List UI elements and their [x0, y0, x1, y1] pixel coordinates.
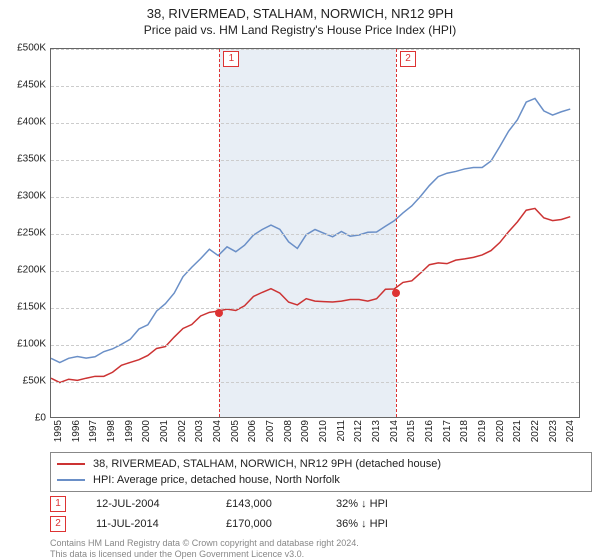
footer-line: Contains HM Land Registry data © Crown c…: [50, 538, 359, 549]
x-axis-tick: 2023: [548, 420, 559, 442]
gridline: [51, 345, 579, 346]
x-axis-tick: 2016: [424, 420, 435, 442]
y-axis-tick: £100K: [17, 339, 46, 350]
y-axis-tick: £500K: [17, 43, 46, 54]
x-axis-tick: 2006: [247, 420, 258, 442]
x-axis-tick: 2015: [406, 420, 417, 442]
x-axis-tick: 2011: [336, 420, 347, 442]
chart-title: 38, RIVERMEAD, STALHAM, NORWICH, NR12 9P…: [0, 6, 600, 21]
legend-swatch: [57, 479, 85, 481]
legend-label: HPI: Average price, detached house, Nort…: [93, 474, 340, 486]
x-axis-tick: 2004: [212, 420, 223, 442]
x-axis-tick: 2020: [495, 420, 506, 442]
x-axis-tick: 2019: [477, 420, 488, 442]
price-point-dot: [215, 309, 223, 317]
x-axis-tick: 2021: [512, 420, 523, 442]
x-axis-tick: 2008: [283, 420, 294, 442]
plot-region: 12: [50, 48, 580, 418]
sale-marker-icon: 2: [50, 516, 66, 532]
x-axis-tick: 2018: [459, 420, 470, 442]
sale-hpi-diff: 32% ↓ HPI: [336, 498, 456, 510]
sale-date: 12-JUL-2004: [96, 498, 226, 510]
x-axis-tick: 2001: [159, 420, 170, 442]
legend-item: HPI: Average price, detached house, Nort…: [57, 472, 585, 488]
y-axis-tick: £200K: [17, 265, 46, 276]
legend-box: 38, RIVERMEAD, STALHAM, NORWICH, NR12 9P…: [50, 452, 592, 492]
sale-hpi-diff: 36% ↓ HPI: [336, 518, 456, 530]
y-axis-tick: £150K: [17, 302, 46, 313]
gridline: [51, 123, 579, 124]
x-axis-tick: 2009: [300, 420, 311, 442]
x-axis-tick: 1999: [124, 420, 135, 442]
x-axis-tick: 2002: [177, 420, 188, 442]
chart-title-block: 38, RIVERMEAD, STALHAM, NORWICH, NR12 9P…: [0, 0, 600, 39]
x-axis-tick: 1997: [88, 420, 99, 442]
gridline: [51, 234, 579, 235]
y-axis-tick: £0: [35, 413, 46, 424]
x-axis-tick: 2024: [565, 420, 576, 442]
gridline: [51, 49, 579, 50]
x-axis-tick: 2010: [318, 420, 329, 442]
chart-subtitle: Price paid vs. HM Land Registry's House …: [0, 23, 600, 37]
x-axis-tick: 2005: [230, 420, 241, 442]
legend-swatch: [57, 463, 85, 465]
x-axis-tick: 2013: [371, 420, 382, 442]
sale-date: 11-JUL-2014: [96, 518, 226, 530]
chart-area: 12 £0£50K£100K£150K£200K£250K£300K£350K£…: [50, 48, 580, 418]
gridline: [51, 197, 579, 198]
y-axis-tick: £50K: [23, 376, 46, 387]
legend-item: 38, RIVERMEAD, STALHAM, NORWICH, NR12 9P…: [57, 456, 585, 472]
sale-row: 1 12-JUL-2004 £143,000 32% ↓ HPI: [50, 496, 578, 512]
x-axis-tick: 2003: [194, 420, 205, 442]
legend-label: 38, RIVERMEAD, STALHAM, NORWICH, NR12 9P…: [93, 458, 441, 470]
price-point-dot: [392, 289, 400, 297]
y-axis-tick: £300K: [17, 191, 46, 202]
y-axis-tick: £450K: [17, 80, 46, 91]
gridline: [51, 308, 579, 309]
x-axis-tick: 2022: [530, 420, 541, 442]
footer-line: This data is licensed under the Open Gov…: [50, 549, 359, 560]
x-axis-tick: 1998: [106, 420, 117, 442]
gridline: [51, 160, 579, 161]
copyright-footer: Contains HM Land Registry data © Crown c…: [50, 538, 359, 560]
x-axis-tick: 1995: [53, 420, 64, 442]
series-line: [51, 98, 570, 362]
x-axis-tick: 2007: [265, 420, 276, 442]
gridline: [51, 382, 579, 383]
sale-marker-badge: 2: [400, 51, 416, 67]
y-axis-tick: £350K: [17, 154, 46, 165]
x-axis-tick: 2012: [353, 420, 364, 442]
x-axis-tick: 1996: [71, 420, 82, 442]
x-axis-tick: 2014: [389, 420, 400, 442]
sale-row: 2 11-JUL-2014 £170,000 36% ↓ HPI: [50, 516, 578, 532]
sale-marker-vline: [396, 49, 397, 417]
sale-price: £143,000: [226, 498, 336, 510]
x-axis-tick: 2017: [442, 420, 453, 442]
sale-price: £170,000: [226, 518, 336, 530]
sale-marker-badge: 1: [223, 51, 239, 67]
gridline: [51, 271, 579, 272]
y-axis-tick: £250K: [17, 228, 46, 239]
sale-marker-icon: 1: [50, 496, 66, 512]
line-series-svg: [51, 49, 579, 417]
x-axis-tick: 2000: [141, 420, 152, 442]
gridline: [51, 86, 579, 87]
sale-marker-vline: [219, 49, 220, 417]
y-axis-tick: £400K: [17, 117, 46, 128]
